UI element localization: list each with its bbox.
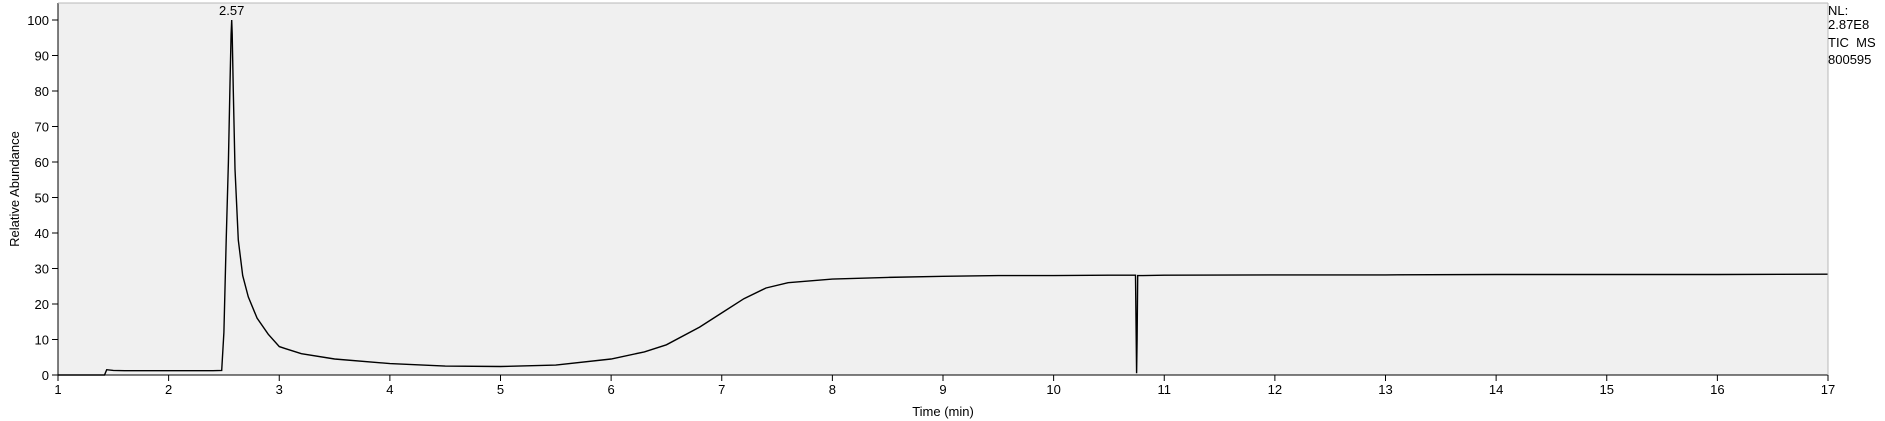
info-line-nl-value: 2.87E8 [1828,17,1869,32]
x-tick-label: 3 [276,382,283,397]
x-tick-label: 2 [165,382,172,397]
x-tick-label: 14 [1489,382,1503,397]
x-tick-label: 8 [829,382,836,397]
x-tick-label: 11 [1158,382,1172,397]
x-tick-label: 15 [1600,382,1614,397]
y-axis-title: Relative Abundance [7,131,22,247]
y-tick-label: 80 [35,84,49,99]
x-tick-label: 5 [497,382,504,397]
x-tick-label: 13 [1378,382,1392,397]
info-line-scan: TIC MS [1828,35,1876,50]
info-box: NL: 2.87E8 TIC MS 800595 [1828,3,1876,67]
y-tick-label: 100 [27,13,49,28]
y-tick-label: 30 [35,262,49,277]
plot-area [58,3,1828,375]
y-tick-label: 50 [35,191,49,206]
y-tick-label: 10 [35,333,49,348]
y-tick-label: 60 [35,155,49,170]
x-tick-label: 6 [608,382,615,397]
x-tick-label: 17 [1821,382,1835,397]
y-axis-ticks: 0 10 20 30 40 50 60 70 80 90 100 [27,13,58,383]
x-tick-label: 10 [1046,382,1060,397]
peak-label: 2.57 [219,3,244,18]
info-line-nl: NL: [1828,3,1848,18]
x-tick-label: 9 [939,382,946,397]
y-tick-label: 90 [35,49,49,64]
y-tick-label: 20 [35,297,49,312]
x-tick-label: 4 [386,382,393,397]
series-trace [58,19,1829,376]
x-tick-label: 16 [1710,382,1724,397]
y-tick-label: 70 [35,120,49,135]
info-line-file: 800595 [1828,52,1871,67]
y-tick-label: 40 [35,226,49,241]
x-axis-ticks: 1 2 3 4 5 6 7 8 9 10 11 12 13 14 15 16 17 [54,375,1835,397]
x-tick-label: 12 [1268,382,1282,397]
x-tick-label: 1 [54,382,61,397]
y-tick-label: 0 [42,368,49,383]
x-tick-label: 7 [718,382,725,397]
x-axis-title: Time (min) [912,404,974,419]
